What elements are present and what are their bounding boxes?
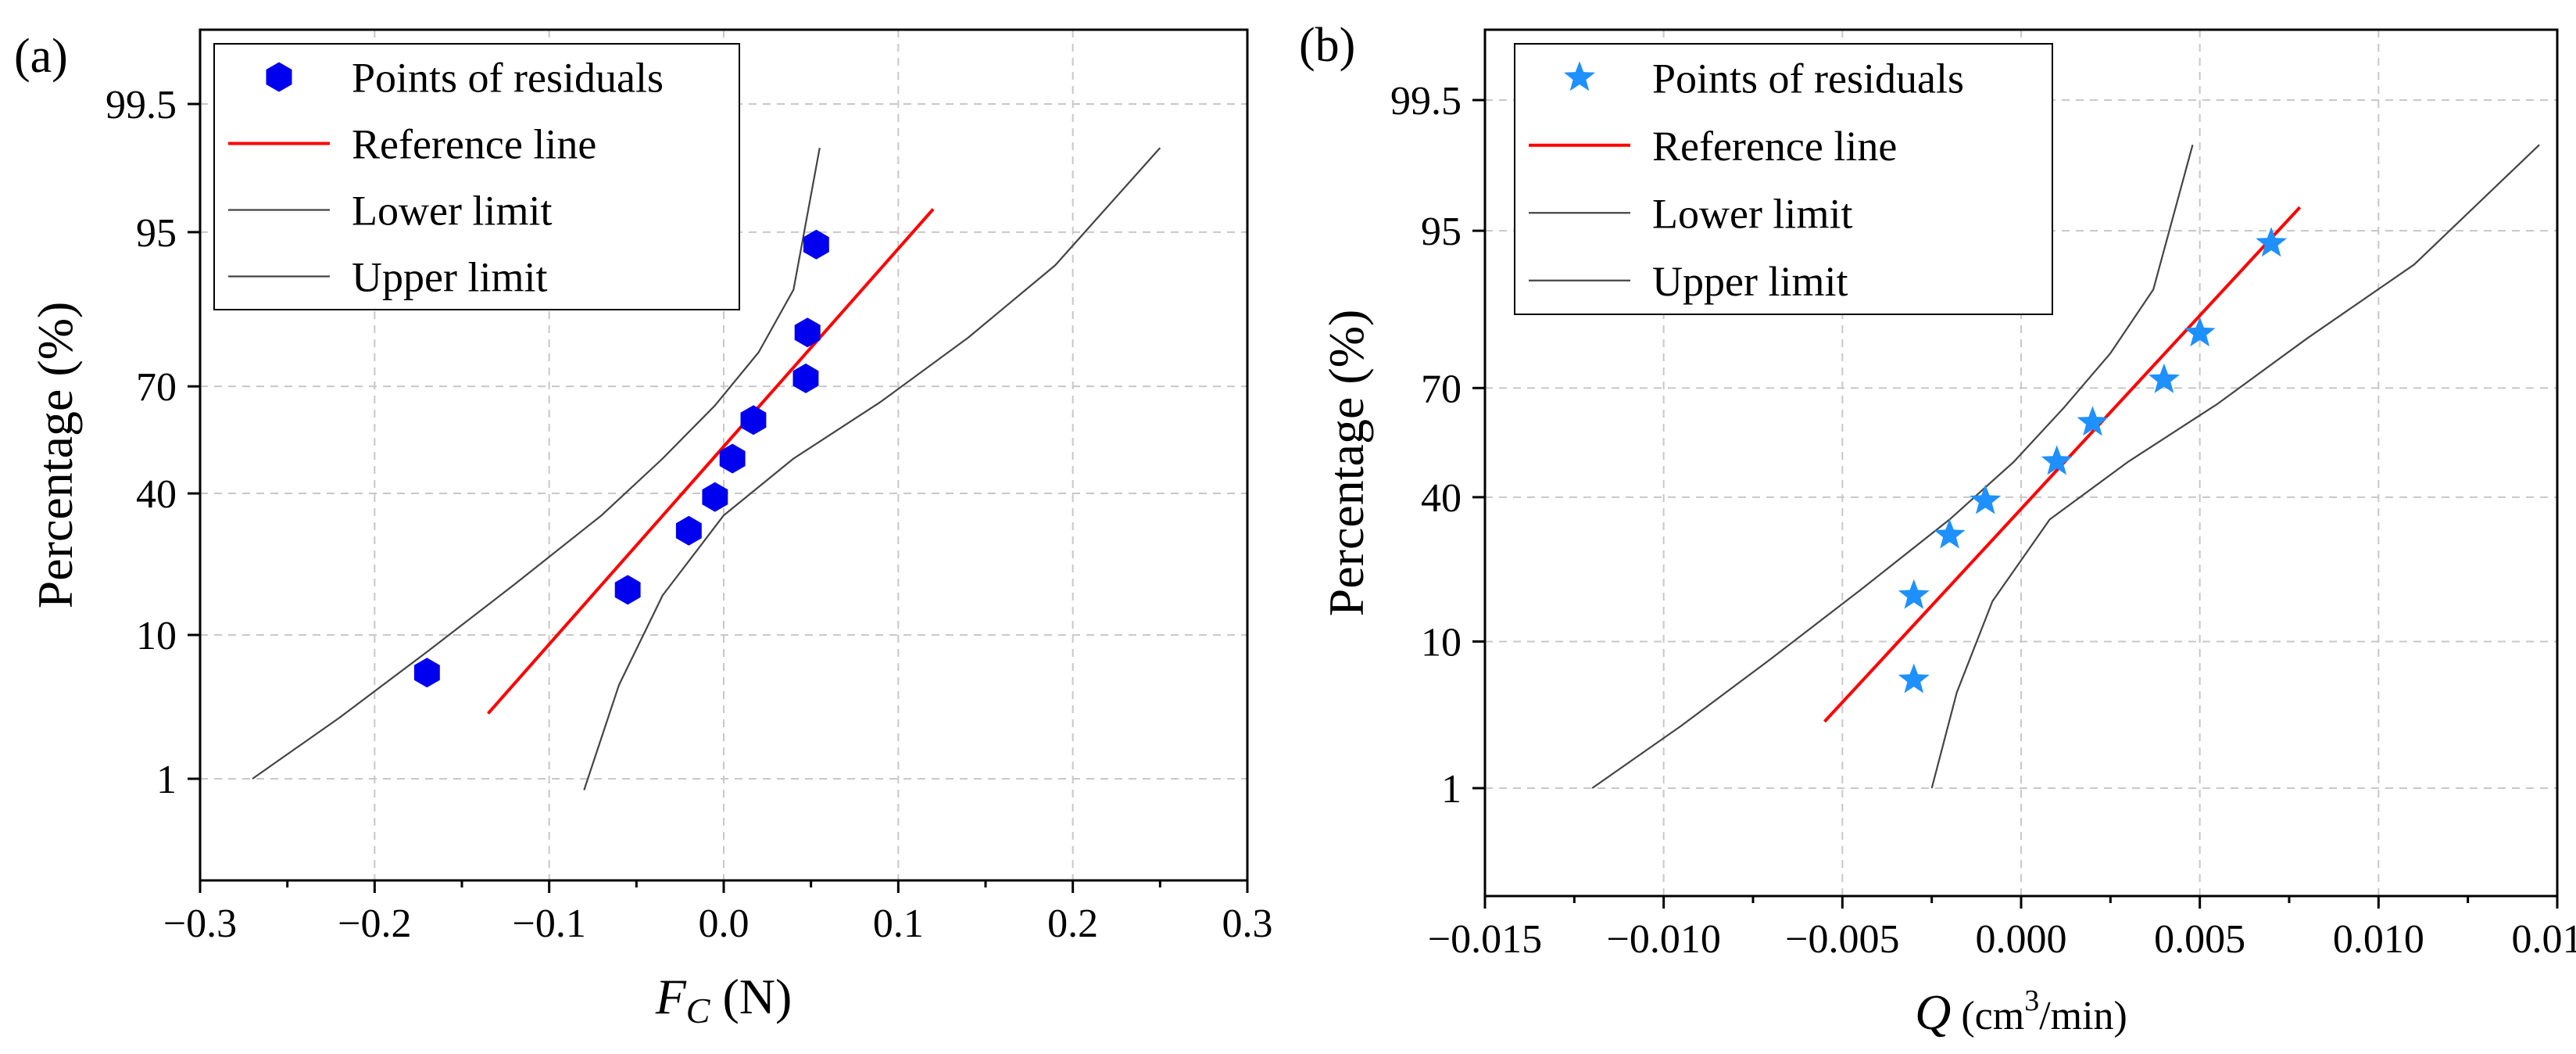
x-tick-label: −0.1 <box>513 902 586 946</box>
x-axis-unit: (N) <box>710 969 792 1024</box>
legend-entry: Lower limit <box>1652 190 1852 237</box>
legend-entry: Points of residuals <box>352 55 664 102</box>
legend-entry: Upper limit <box>352 254 547 301</box>
x-axis-unit-end: /min) <box>2039 994 2127 1038</box>
data-point <box>1934 518 1966 549</box>
data-point <box>614 575 641 605</box>
x-axis-symbol: Q <box>1915 984 1951 1040</box>
x-tick-label: −0.005 <box>1785 917 1899 962</box>
x-tick-label: −0.3 <box>163 902 237 946</box>
data-point <box>2256 227 2288 257</box>
data-point <box>1898 579 1930 609</box>
x-tick-label: 0.2 <box>1047 902 1098 946</box>
data-point <box>2148 363 2180 393</box>
y-axis: 1 10 40 70 95 99.5 <box>106 83 200 802</box>
y-tick-label: 99.5 <box>106 83 177 127</box>
series-group <box>252 147 1161 790</box>
data-point <box>792 363 819 393</box>
y-tick-label: 99.5 <box>1390 79 1462 124</box>
legend-entry: Upper limit <box>1652 258 1848 305</box>
y-tick-label: 40 <box>136 472 177 517</box>
panel-a: −0.3 −0.2 −0.1 0.0 0.1 0.2 0.3 1 10 40 70 95 99.5 Per… <box>14 28 1273 1031</box>
y-tick-label: 70 <box>1421 367 1462 411</box>
x-tick-label: 0.1 <box>873 902 924 946</box>
legend-box <box>1514 43 2053 315</box>
panel-label: (b) <box>1299 19 1355 72</box>
x-tick-label: 0.000 <box>1976 917 2067 962</box>
lower-limit-curve <box>1591 144 2194 789</box>
x-axis-title: FC (N) <box>655 969 792 1031</box>
y-tick-label: 10 <box>136 614 177 658</box>
data-point <box>803 229 829 260</box>
data-point <box>1898 663 1930 694</box>
data-point <box>2041 445 2073 475</box>
legend: Points of residuals Reference line Lower l… <box>1514 43 2053 315</box>
panel-b: −0.015−0.010−0.0050.0000.0050.0100.01511… <box>1299 19 2576 1040</box>
data-point <box>702 482 728 512</box>
y-tick-label: 1 <box>156 758 177 802</box>
upper-limit-curve <box>583 147 1161 790</box>
legend-marker-points <box>1564 61 1595 91</box>
x-tick-label: 0.015 <box>2512 917 2576 962</box>
x-tick-label: −0.2 <box>338 902 411 946</box>
legend: Points of residuals Reference line Lower l… <box>213 43 740 310</box>
x-axis: −0.015 −0.010 −0.005 0.000 0.005 0.010 0.015 <box>1428 896 2576 962</box>
data-point <box>675 515 702 546</box>
x-axis-title: Q (cm3/min) <box>1915 984 2127 1040</box>
data-point <box>2077 406 2109 436</box>
x-tick-label: 0.005 <box>2154 917 2245 962</box>
data-point <box>413 658 440 688</box>
x-tick-label: 0.0 <box>699 902 750 946</box>
x-axis-subscript: C <box>686 991 711 1031</box>
y-axis-title: Percentage (%) <box>1318 310 1374 617</box>
series-group <box>1591 144 2540 789</box>
y-tick-label: 40 <box>1421 476 1462 521</box>
y-tick-label: 95 <box>1421 210 1462 254</box>
x-axis: −0.3 −0.2 −0.1 0.0 0.1 0.2 0.3 <box>163 880 1273 946</box>
legend-entry: Lower limit <box>352 188 552 235</box>
legend-entry: Reference line <box>1652 123 1897 170</box>
y-axis: 1 10 40 70 95 99.5 <box>1390 79 1485 812</box>
legend-entry: Reference line <box>352 121 596 168</box>
y-axis-title: Percentage (%) <box>27 302 83 609</box>
data-point <box>1970 484 2002 514</box>
legend-entry: Points of residuals <box>1652 55 1964 102</box>
x-tick-label: −0.015 <box>1428 917 1542 962</box>
x-tick-label: 0.3 <box>1222 902 1273 946</box>
data-point <box>2184 317 2216 347</box>
x-tick-label: 0.010 <box>2333 917 2424 962</box>
x-axis-unit: (cm <box>1951 994 2024 1038</box>
data-point <box>740 405 767 436</box>
data-point <box>794 317 821 348</box>
y-tick-label: 10 <box>1421 620 1462 665</box>
legend-box <box>213 43 740 310</box>
y-tick-label: 95 <box>136 211 177 256</box>
legend-marker-points <box>266 62 292 92</box>
x-axis-superscript: 3 <box>2024 984 2039 1017</box>
y-tick-label: 70 <box>136 365 177 410</box>
data-point <box>719 443 746 474</box>
lower-limit-curve <box>252 147 821 780</box>
panel-label: (a) <box>14 30 68 83</box>
x-axis-symbol: F <box>655 969 687 1024</box>
upper-limit-curve <box>1930 144 2540 789</box>
reference-line <box>487 208 935 715</box>
x-tick-label: −0.010 <box>1607 917 1721 962</box>
y-tick-label: 1 <box>1441 767 1462 812</box>
